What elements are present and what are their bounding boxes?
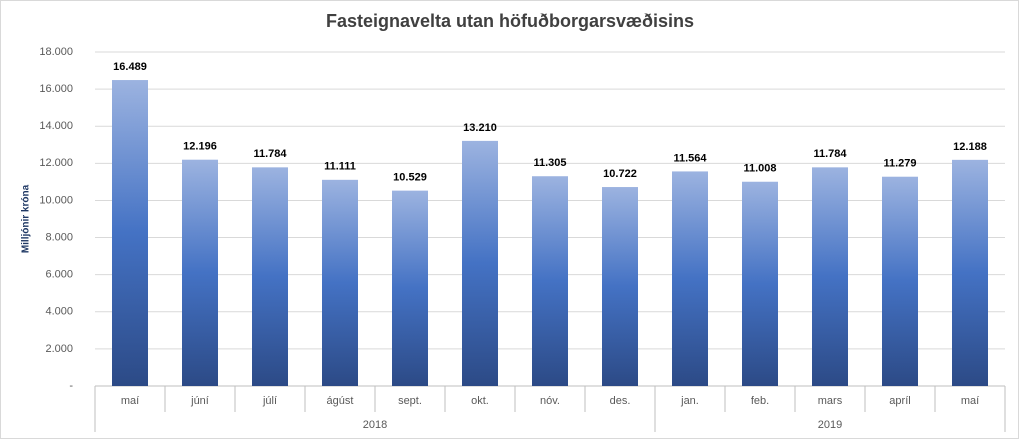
bar (182, 159, 218, 386)
y-tick-label: 6.000 (45, 269, 73, 281)
bar (252, 167, 288, 386)
x-tick-label: júlí (262, 395, 277, 407)
x-tick-label: jan. (680, 395, 699, 407)
value-label: 13.210 (463, 122, 497, 134)
x-tick-label: sept. (398, 395, 422, 407)
x-tick-label: okt. (471, 395, 489, 407)
bar (812, 167, 848, 386)
value-label: 11.305 (533, 157, 566, 169)
group-label: 2019 (818, 419, 842, 431)
x-tick-label: maí (961, 395, 979, 407)
value-label: 10.529 (393, 172, 427, 184)
x-tick-label: ágúst (327, 395, 354, 407)
value-label: 11.008 (743, 163, 776, 175)
x-tick-label: júní (190, 395, 209, 407)
x-tick-label: nóv. (540, 395, 560, 407)
y-tick-label: 12.000 (39, 157, 73, 169)
value-label: 11.564 (673, 152, 707, 164)
value-label: 10.722 (603, 168, 637, 180)
y-tick-label: 8.000 (45, 231, 73, 243)
value-label: 11.279 (883, 158, 916, 170)
value-label: 12.188 (953, 141, 987, 153)
bar (672, 171, 708, 386)
value-label: 16.489 (113, 61, 147, 73)
group-label: 2018 (363, 419, 387, 431)
bar (462, 140, 498, 386)
value-label: 11.784 (813, 148, 847, 160)
y-tick-label: - (69, 380, 73, 392)
bar (322, 179, 358, 386)
x-tick-label: mars (818, 395, 843, 407)
y-tick-label: 16.000 (39, 83, 73, 95)
bar (882, 176, 918, 386)
y-axis-label: Milljónir króna (21, 184, 32, 253)
y-tick-label: 2.000 (45, 343, 73, 355)
bar (392, 190, 428, 386)
chart-title: Fasteignavelta utan höfuðborgarsvæðisins (326, 11, 694, 31)
y-tick-label: 14.000 (39, 120, 73, 132)
y-tick-label: 10.000 (39, 194, 73, 206)
bar (112, 80, 148, 386)
value-label: 11.784 (253, 148, 287, 160)
bar (742, 181, 778, 386)
bar (532, 176, 568, 386)
y-tick-label: 18.000 (39, 46, 73, 58)
bar (602, 187, 638, 386)
value-label: 11.111 (324, 161, 356, 173)
y-tick-label: 4.000 (45, 306, 73, 318)
x-tick-label: feb. (751, 395, 769, 407)
x-tick-label: des. (610, 395, 631, 407)
value-label: 12.196 (183, 141, 217, 153)
x-tick-label: maí (121, 395, 139, 407)
bar (952, 159, 988, 386)
x-tick-label: apríl (889, 395, 910, 407)
